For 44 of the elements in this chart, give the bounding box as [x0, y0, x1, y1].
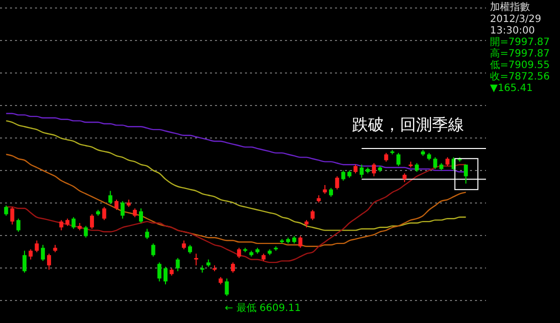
- candlestick: [341, 170, 346, 182]
- candlestick: [108, 190, 112, 205]
- candlestick: [335, 176, 340, 190]
- candlestick: [90, 214, 94, 230]
- candlestick: [139, 208, 143, 224]
- candlestick: [47, 253, 52, 270]
- candlestick: [310, 209, 315, 221]
- candlestick: [145, 228, 150, 240]
- candlestick: [22, 250, 27, 274]
- candlestick: [28, 248, 33, 260]
- candlestick: [16, 218, 20, 232]
- candlestick: [84, 225, 88, 238]
- candlestick: [157, 262, 162, 282]
- text: 13:30:00: [490, 26, 535, 36]
- text: ▼165.41: [490, 83, 533, 94]
- candlestick: [360, 164, 364, 178]
- candlestick: [224, 278, 229, 296]
- text: 開=7997.87: [490, 37, 550, 48]
- text: 收=7872.56: [490, 72, 550, 82]
- candlestick: [102, 206, 106, 221]
- candlestick: [34, 240, 39, 253]
- candlestick: [464, 164, 468, 184]
- text: 高=7997.87: [490, 48, 550, 60]
- candlestick: [194, 253, 198, 266]
- text: 跌破，回測季線: [352, 115, 464, 134]
- candlestick: [59, 220, 64, 231]
- text: 低=7909.55: [490, 60, 550, 71]
- candlestick: [40, 244, 45, 262]
- candlestick: [72, 216, 76, 230]
- candlestick: [298, 236, 302, 248]
- candlestick: [396, 152, 400, 167]
- text: 加權指數: [490, 1, 530, 13]
- text: 2012/3/29: [490, 14, 542, 25]
- candlestick: [176, 258, 180, 272]
- candlestick: [164, 266, 168, 285]
- candlestick: [10, 206, 14, 225]
- candlestick: [114, 199, 118, 210]
- candlestick: [372, 162, 376, 177]
- candlestick: [237, 247, 242, 259]
- candlestick: [120, 200, 125, 220]
- candlestick: [230, 262, 235, 274]
- candlestick: [4, 204, 8, 216]
- text: ← 最低 6609.11: [224, 303, 301, 314]
- candlestick: [433, 156, 438, 170]
